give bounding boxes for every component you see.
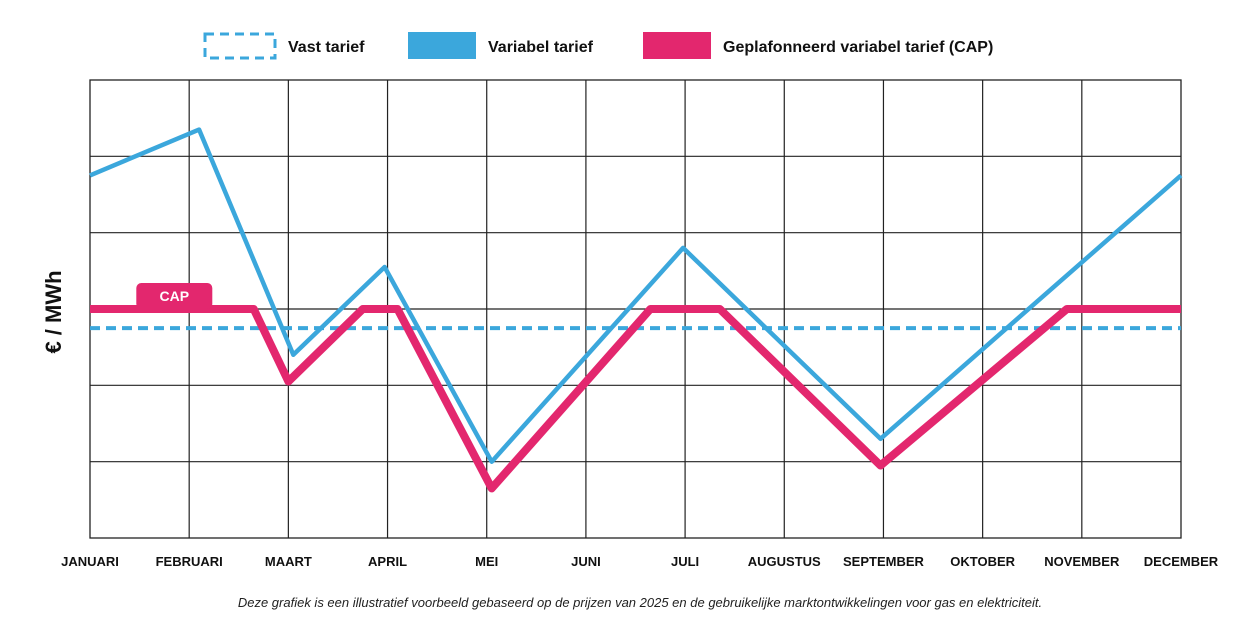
x-tick-label: JUNI [571, 554, 601, 569]
chart-caption: Deze grafiek is een illustratief voorbee… [238, 595, 1042, 610]
x-tick-label: JULI [671, 554, 699, 569]
series-variabel-tarief [89, 127, 1183, 464]
x-tick-label: AUGUSTUS [748, 554, 821, 569]
y-axis-label: € / MWh [41, 270, 66, 353]
legend-swatch-vast-tarief [203, 32, 277, 60]
x-tick-label: DECEMBER [1144, 554, 1219, 569]
series-cap-tarief [90, 305, 1181, 493]
legend: Vast tarief Variabel tarief Geplafonneer… [203, 32, 993, 60]
x-tick-label: JANUARI [61, 554, 119, 569]
legend-label-cap-tarief: Geplafonneerd variabel tarief (CAP) [723, 39, 993, 56]
legend-label-variabel-tarief: Variabel tarief [488, 39, 594, 56]
x-tick-label: MEI [475, 554, 498, 569]
x-tick-label: FEBRUARI [156, 554, 223, 569]
x-tick-label: NOVEMBER [1044, 554, 1120, 569]
cap-badge [136, 283, 213, 309]
x-tick-label: APRIL [368, 554, 407, 569]
annotation-layer: CAP [136, 283, 213, 309]
legend-swatch-cap-tarief [643, 32, 711, 59]
x-tick-label: SEPTEMBER [843, 554, 925, 569]
x-tick-label: MAART [265, 554, 312, 569]
legend-label-vast-tarief: Vast tarief [288, 39, 365, 56]
x-axis-labels: JANUARI FEBRUARI MAART APRIL MEI JUNI JULI AUGU… [61, 554, 1219, 569]
cap-label: CAP [160, 288, 190, 304]
series-layer [89, 127, 1183, 493]
x-tick-label: OKTOBER [950, 554, 1015, 569]
legend-swatch-variabel-tarief [408, 32, 476, 59]
